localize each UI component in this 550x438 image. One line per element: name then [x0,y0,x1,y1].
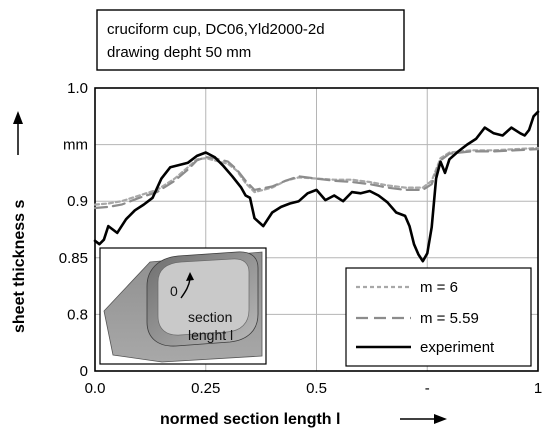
inset-arrowhead [186,272,194,281]
y-tick-label: 1.0 [67,80,88,97]
series-line-1 [93,148,540,210]
series-layer [93,110,540,263]
x-tick-label: 0.25 [191,380,220,397]
x-axis-title-group: normed section length l [160,411,447,428]
legend-label-m559: m = 5.59 [420,310,479,327]
plot-frame [94,87,539,372]
y-tick-label: mm [63,137,88,154]
title-box: cruciform cup, DC06,Yld2000-2d drawing d… [96,9,405,71]
x-tick-label: - [425,380,430,397]
y-tick-label: 0.8 [67,306,88,323]
x-axis-label: normed section length l [160,411,340,428]
inset-caption-line-2: lenght l [188,327,233,343]
legend: m = 6 m = 5.59 experiment [345,267,532,367]
title-line-1: cruciform cup, DC06,Yld2000-2d [107,21,325,38]
cup-inset: 0 section lenght l [99,247,267,365]
inset-section-arrow [180,278,191,299]
inset-caption-line-1: section [188,309,232,325]
x-axis-arrowhead [434,414,447,424]
cup-illustration [103,251,263,363]
x-tick-label: 1 [534,380,542,397]
y-axis-label: sheet thickness s [11,200,28,334]
y-axis-title-group: sheet thickness s [11,111,28,333]
inset-zero-label: 0 [170,283,178,299]
y-axis-arrowhead [13,111,23,124]
title-line-2: drawing depht 50 mm [107,44,251,61]
legend-label-m6: m = 6 [420,279,458,296]
y-tick-label: 0.9 [67,193,88,210]
series-line-2 [93,110,540,263]
legend-label-experiment: experiment [420,339,495,356]
x-tick-label: 0.0 [85,380,106,397]
x-tick-label: 0.5 [306,380,327,397]
y-tick-label: 0 [80,363,88,380]
y-tick-label: 0.85 [59,250,88,267]
